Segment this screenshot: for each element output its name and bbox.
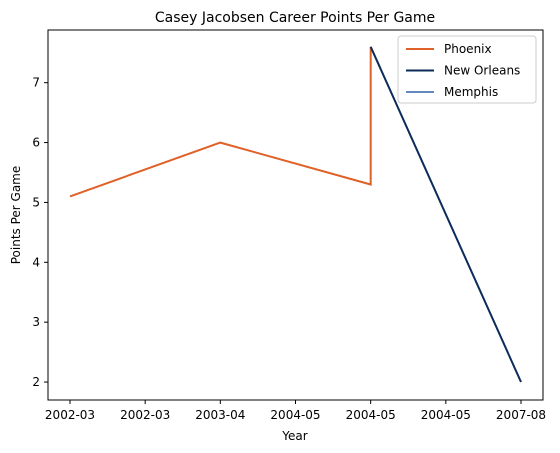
y-tick-label: 6 [32,136,40,150]
x-tick-label: 2002-03 [120,408,170,422]
series-line-new-orleans [369,46,522,383]
x-axis-ticks: 2002-03 2002-03 2003-04 2004-05 2004-05 2004-… [45,400,546,422]
y-tick-label: 5 [32,195,40,209]
x-tick-label: 2004-05 [270,408,320,422]
x-tick-label: 2002-03 [45,408,95,422]
y-axis-ticks: 2 3 4 5 6 7 [32,76,48,389]
x-axis-label: Year [281,429,307,443]
legend-label-new-orleans: New Orleans [444,64,520,78]
legend-frame [397,35,537,104]
legend: Phoenix New Orleans Memphis [397,35,537,104]
legend-label-memphis: Memphis [444,85,498,99]
plot-frame [47,29,544,401]
y-tick-label: 3 [32,315,40,329]
x-tick-label: 2003-04 [195,408,245,422]
legend-label-phoenix: Phoenix [444,42,492,56]
x-tick-label: 2004-05 [346,408,396,422]
series-line-phoenix [69,46,372,198]
y-tick-label: 2 [32,375,40,389]
x-tick-label: 2007-08 [496,408,546,422]
y-tick-label: 4 [32,255,40,269]
y-tick-label: 7 [32,76,40,90]
series-layer [69,46,522,383]
y-axis-label: Points Per Game [9,166,23,265]
chart-title: Casey Jacobsen Career Points Per Game [155,10,435,26]
x-tick-label: 2004-05 [421,408,471,422]
